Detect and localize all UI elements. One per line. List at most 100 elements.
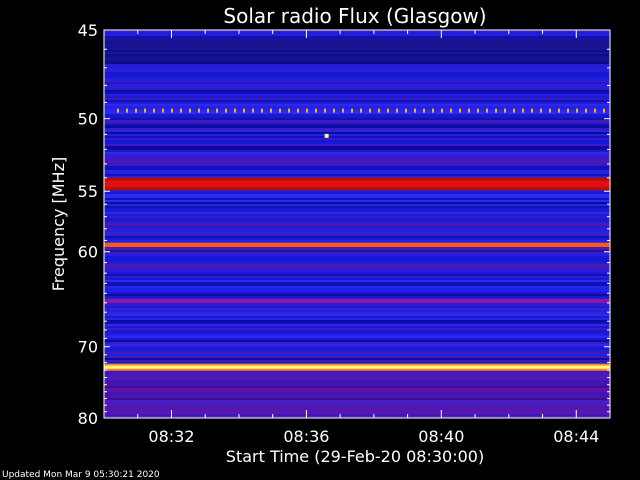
texture-stripe bbox=[104, 286, 610, 288]
texture-stripe bbox=[104, 332, 610, 334]
emission-dot bbox=[126, 108, 128, 113]
texture-stripe bbox=[104, 210, 610, 212]
emission-dot bbox=[486, 108, 488, 113]
texture-stripe bbox=[104, 374, 610, 376]
texture-stripe bbox=[104, 294, 610, 296]
texture-stripe bbox=[104, 216, 610, 218]
texture-stripe bbox=[104, 352, 610, 354]
texture-stripe bbox=[104, 34, 610, 36]
emission-dot bbox=[414, 108, 416, 113]
texture-stripe bbox=[104, 150, 610, 152]
texture-stripe bbox=[104, 158, 610, 160]
emission-dot bbox=[117, 108, 119, 113]
emission-dot bbox=[432, 108, 434, 113]
y-tick-label: 80 bbox=[78, 409, 98, 428]
texture-stripe bbox=[104, 72, 610, 74]
texture-stripe bbox=[104, 74, 610, 76]
texture-stripe bbox=[104, 342, 610, 344]
texture-stripe bbox=[104, 304, 610, 306]
spectrogram-bands bbox=[104, 30, 610, 418]
emission-dot bbox=[378, 108, 380, 113]
texture-stripe bbox=[104, 98, 610, 100]
texture-stripe bbox=[104, 322, 610, 324]
texture-stripe bbox=[104, 314, 610, 316]
emission-band bbox=[104, 299, 610, 303]
texture-stripe bbox=[104, 408, 610, 410]
texture-stripe bbox=[104, 328, 610, 330]
texture-stripe bbox=[104, 394, 610, 396]
emission-dot bbox=[342, 108, 344, 113]
texture-stripe bbox=[104, 194, 610, 196]
texture-stripe bbox=[104, 280, 610, 282]
texture-stripe bbox=[104, 106, 610, 108]
texture-stripe bbox=[104, 310, 610, 312]
texture-stripe bbox=[104, 220, 610, 222]
texture-stripe bbox=[104, 358, 610, 360]
emission-dot bbox=[513, 108, 515, 113]
emission-dot bbox=[585, 108, 587, 113]
emission-dot bbox=[288, 108, 290, 113]
emission-dot bbox=[540, 108, 542, 113]
texture-stripe bbox=[104, 110, 610, 112]
texture-stripe bbox=[104, 382, 610, 384]
y-axis-label: Frequency [MHz] bbox=[49, 157, 68, 291]
texture-stripe bbox=[104, 94, 610, 96]
texture-stripe bbox=[104, 296, 610, 298]
emission-dot bbox=[333, 108, 335, 113]
emission-spot bbox=[324, 133, 329, 138]
texture-stripe bbox=[104, 316, 610, 318]
texture-stripe bbox=[104, 398, 610, 400]
emission-dot bbox=[558, 108, 560, 113]
texture-stripe bbox=[104, 160, 610, 162]
emission-dot bbox=[180, 108, 182, 113]
texture-stripe bbox=[104, 254, 610, 256]
texture-stripe bbox=[104, 124, 610, 126]
texture-stripe bbox=[104, 412, 610, 414]
texture-stripe bbox=[104, 302, 610, 304]
texture-stripe bbox=[104, 198, 610, 200]
texture-stripe bbox=[104, 192, 610, 194]
texture-stripe bbox=[104, 360, 610, 362]
texture-stripe bbox=[104, 132, 610, 134]
texture-stripe bbox=[104, 70, 610, 72]
texture-stripe bbox=[104, 168, 610, 170]
texture-stripe bbox=[104, 268, 610, 270]
texture-stripe bbox=[104, 218, 610, 220]
texture-stripe bbox=[104, 344, 610, 346]
texture-stripe bbox=[104, 214, 610, 216]
texture-stripe bbox=[104, 376, 610, 378]
texture-stripe bbox=[104, 232, 610, 234]
emission-dot bbox=[243, 108, 245, 113]
emission-dot bbox=[297, 108, 299, 113]
texture-stripe bbox=[104, 122, 610, 124]
texture-stripe bbox=[104, 126, 610, 128]
emission-dot bbox=[135, 108, 137, 113]
texture-stripe bbox=[104, 146, 610, 148]
texture-stripe bbox=[104, 224, 610, 226]
texture-stripe bbox=[104, 102, 610, 104]
texture-stripe bbox=[104, 410, 610, 412]
emission-dot bbox=[252, 108, 254, 113]
x-tick-label: 08:40 bbox=[418, 427, 464, 446]
texture-stripe bbox=[104, 32, 610, 34]
texture-stripe bbox=[104, 36, 610, 38]
emission-dot bbox=[369, 108, 371, 113]
x-tick-label: 08:36 bbox=[283, 427, 329, 446]
texture-stripe bbox=[104, 226, 610, 228]
texture-stripe bbox=[104, 266, 610, 268]
y-tick-label: 70 bbox=[78, 338, 98, 357]
texture-stripe bbox=[104, 152, 610, 154]
texture-stripe bbox=[104, 134, 610, 136]
texture-stripe bbox=[104, 76, 610, 78]
texture-stripe bbox=[104, 144, 610, 146]
texture-stripe bbox=[104, 390, 610, 392]
texture-stripe bbox=[104, 240, 610, 242]
x-tick-label: 08:44 bbox=[553, 427, 599, 446]
texture-stripe bbox=[104, 90, 610, 92]
texture-stripe bbox=[104, 400, 610, 402]
texture-stripe bbox=[104, 318, 610, 320]
emission-dot bbox=[144, 108, 146, 113]
tinted-region bbox=[104, 373, 610, 418]
texture-stripe bbox=[104, 222, 610, 224]
texture-stripe bbox=[104, 392, 610, 394]
